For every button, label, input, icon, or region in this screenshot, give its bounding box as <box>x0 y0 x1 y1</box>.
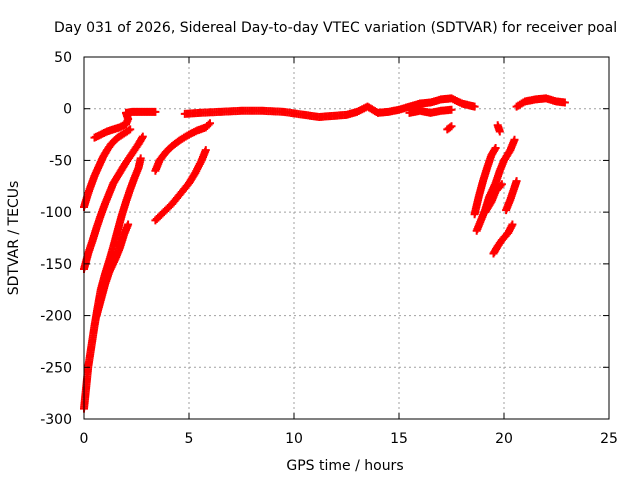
data-track <box>470 144 500 219</box>
y-tick-label: 0 <box>63 102 72 118</box>
data-track <box>502 177 521 215</box>
x-tick-label: 0 <box>80 431 89 447</box>
data-marker <box>495 127 504 136</box>
y-tick-label: -250 <box>40 360 72 376</box>
data-marker <box>204 120 213 129</box>
data-marker <box>151 107 160 116</box>
y-axis-label: SDTVAR / TECUs <box>6 181 22 296</box>
data-marker <box>508 220 517 229</box>
y-tick-label: -300 <box>40 412 72 428</box>
data-marker <box>510 135 519 144</box>
data-track <box>80 132 147 274</box>
data-points <box>80 94 569 413</box>
y-tick-label: -200 <box>40 309 72 325</box>
data-track <box>151 146 210 225</box>
data-marker <box>446 123 455 132</box>
x-tick-label: 25 <box>600 431 618 447</box>
data-marker <box>124 126 133 135</box>
x-axis-label: GPS time / hours <box>286 458 403 474</box>
data-marker <box>497 180 506 189</box>
data-marker <box>447 122 456 131</box>
data-marker <box>206 119 214 128</box>
y-tick-label: -50 <box>49 153 72 169</box>
data-marker <box>138 132 147 141</box>
axis-ticks: 0 5 10 15 20 25 -300 -250 -200 -150 -100 -50 0 50 <box>40 50 618 447</box>
x-tick-label: 20 <box>495 431 513 447</box>
data-track <box>512 94 569 111</box>
data-marker <box>447 105 456 114</box>
x-tick-label: 5 <box>185 431 194 447</box>
y-tick-label: -100 <box>40 205 72 221</box>
data-track <box>481 180 506 217</box>
data-track <box>405 105 456 117</box>
data-track <box>180 94 479 121</box>
y-tick-label: 50 <box>54 50 72 66</box>
x-tick-label: 10 <box>285 431 303 447</box>
data-track <box>489 220 517 258</box>
data-marker <box>136 154 145 163</box>
data-track <box>92 220 133 320</box>
data-marker <box>124 220 133 229</box>
data-track <box>493 121 504 136</box>
data-track <box>151 119 214 175</box>
data-marker <box>491 144 500 153</box>
data-track <box>80 125 135 211</box>
data-track <box>90 107 160 142</box>
data-track <box>443 122 456 134</box>
data-marker <box>560 98 569 107</box>
chart-title: Day 031 of 2026, Sidereal Day-to-day VTE… <box>54 20 617 36</box>
data-marker <box>470 102 479 111</box>
y-tick-label: -150 <box>40 257 72 273</box>
plot-frame <box>83 56 610 420</box>
x-tick-label: 15 <box>390 431 408 447</box>
data-track <box>472 135 519 235</box>
data-marker <box>496 181 505 190</box>
data-marker <box>126 125 135 134</box>
data-marker <box>512 177 521 186</box>
data-marker <box>201 146 210 155</box>
